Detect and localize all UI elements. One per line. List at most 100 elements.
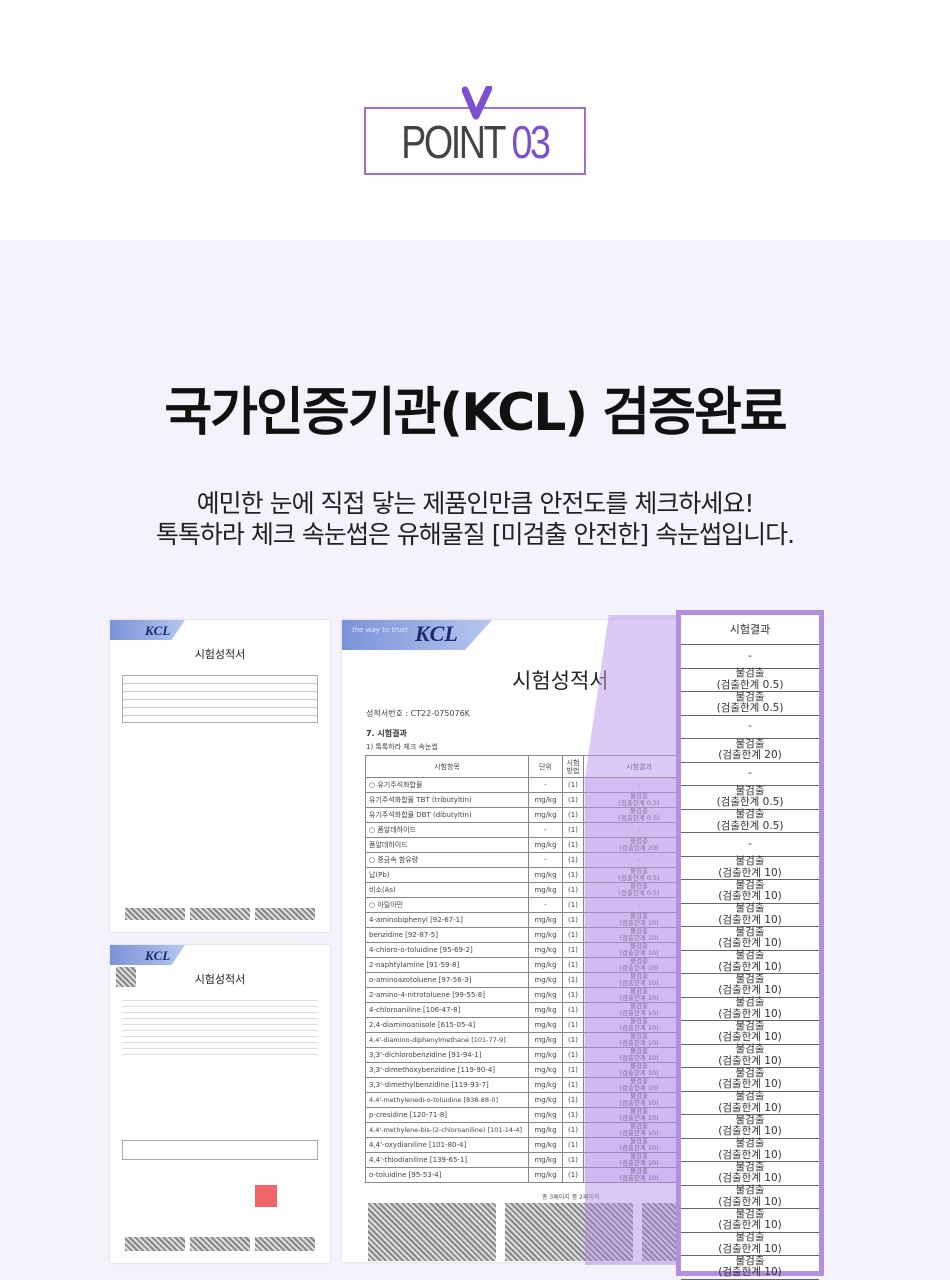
col-header: 단위 bbox=[528, 755, 563, 778]
kcl-logo: KCL bbox=[145, 948, 171, 963]
detection-limit: (검출한계 10) bbox=[718, 1172, 782, 1185]
unit: - bbox=[528, 822, 563, 838]
barcode bbox=[255, 908, 315, 920]
magnified-result-row: 불검출 (검출한계 10) bbox=[681, 855, 819, 880]
signature-table bbox=[122, 1140, 318, 1160]
unit: mg/kg bbox=[528, 837, 563, 853]
test-item: p-cresidine [120-71-8] bbox=[365, 1107, 529, 1123]
detection-limit: (검출한계 10) bbox=[718, 1101, 782, 1114]
magnified-result-row: 불검출 (검출한계 10) bbox=[681, 1254, 819, 1280]
test-item: 4,4'-diamino-diphenylmethane [101-77-9] bbox=[365, 1032, 529, 1048]
col-header: 시험항목 bbox=[365, 755, 529, 778]
result-value: 불검출 bbox=[735, 1207, 765, 1220]
result-value: 불검출 bbox=[735, 690, 765, 703]
method: (1) bbox=[562, 1002, 584, 1018]
method: (1) bbox=[562, 1077, 584, 1093]
subtitle-line: 예민한 눈에 직접 닿는 제품인만큼 안전도를 체크하세요! bbox=[196, 489, 755, 518]
detection-limit: (검출한계 0.5) bbox=[716, 819, 784, 832]
detection-limit: (검출한계 10) bbox=[718, 960, 782, 973]
info-lines bbox=[122, 995, 318, 1055]
result-value: 불검출 bbox=[735, 878, 765, 891]
result-value: 불검출 bbox=[735, 1160, 765, 1173]
test-item: 4,4'-methylenedi-o-toluidine [838-88-0] bbox=[365, 1092, 529, 1108]
test-item: 3,3'-dimethoxybenzidine [119-90-4] bbox=[365, 1062, 529, 1078]
test-item: 4,4'-methylene-bis-(2-chloroaniline) [10… bbox=[365, 1122, 529, 1138]
detection-limit: (검출한계 10) bbox=[718, 984, 782, 997]
result-value: 불검출 bbox=[735, 996, 765, 1009]
magnified-result-row: 불검출 (검출한계 0.5) bbox=[681, 784, 819, 810]
method: (1) bbox=[562, 987, 584, 1003]
detection-limit: (검출한계 10) bbox=[718, 1078, 782, 1091]
magnified-result-row: - bbox=[681, 763, 819, 786]
magnified-result-row: 불검출 (검출한계 0.5) bbox=[681, 809, 819, 833]
cert-number: 성적서번호 : CT22-075076K bbox=[366, 709, 470, 718]
method: (1) bbox=[562, 1062, 584, 1078]
result-value: 불검출 bbox=[735, 1043, 765, 1056]
magnified-result-row: 불검출 (검출한계 10) bbox=[681, 1232, 819, 1256]
barcode bbox=[125, 908, 185, 920]
page-footer: 총 3페이지 중 2페이지 bbox=[542, 1194, 600, 1201]
detection-limit: (검출한계 10) bbox=[718, 1219, 782, 1232]
magnified-result-row: 불검출 (검출한계 10) bbox=[681, 1020, 819, 1045]
subsection-heading: 1) 톡톡하라 체크 속눈썹 bbox=[366, 743, 438, 751]
detection-limit: (검출한계 10) bbox=[718, 1266, 782, 1279]
test-item: 2-amino-4-nitrotoluene [99-55-8] bbox=[365, 987, 529, 1003]
magnified-result-row: 불검출 (검출한계 10) bbox=[681, 1114, 819, 1139]
unit: mg/kg bbox=[528, 1032, 563, 1048]
test-item: ○ 유기주석화합물 bbox=[365, 777, 529, 793]
test-item: 3,3'-dimethylbenzidine [119-93-7] bbox=[365, 1077, 529, 1093]
method: (1) bbox=[562, 1092, 584, 1108]
test-item: o-aminoazotoluene [97-56-3] bbox=[365, 972, 529, 988]
method: (1) bbox=[562, 822, 584, 838]
results-table-thumb bbox=[122, 675, 318, 723]
method: (1) bbox=[562, 837, 584, 853]
magnified-result-row: 불검출 (검출한계 10) bbox=[681, 973, 819, 998]
detection-limit: (검출한계 10) bbox=[718, 1195, 782, 1208]
top-section: POINT 03 bbox=[0, 0, 950, 240]
detection-limit: (검출한계 10) bbox=[718, 866, 782, 879]
unit: mg/kg bbox=[528, 867, 563, 883]
magnified-result-row: 불검출 (검출한계 20) bbox=[681, 737, 819, 763]
test-item: o-toluidine [95-53-4] bbox=[365, 1167, 529, 1183]
result-value: 불검출 bbox=[735, 667, 765, 680]
unit: mg/kg bbox=[528, 792, 563, 808]
method: (1) bbox=[562, 882, 584, 898]
result-value: 불검출 bbox=[735, 902, 765, 915]
magnified-result-row: - bbox=[681, 645, 819, 669]
method: (1) bbox=[562, 792, 584, 808]
unit: mg/kg bbox=[528, 1047, 563, 1063]
barcode bbox=[190, 908, 250, 920]
magnified-result-row: 불검출 (검출한계 10) bbox=[681, 996, 819, 1021]
method: (1) bbox=[562, 942, 584, 958]
magnified-result-row: 불검출 (검출한계 10) bbox=[681, 1160, 819, 1186]
result-value: 불검출 bbox=[735, 737, 765, 750]
magnified-result-row: 불검출 (검출한계 10) bbox=[681, 878, 819, 904]
detection-limit: (검출한계 10) bbox=[718, 913, 782, 926]
result-value: - bbox=[748, 767, 752, 779]
result-value: 불검출 bbox=[735, 784, 765, 797]
unit: mg/kg bbox=[528, 1062, 563, 1078]
unit: mg/kg bbox=[528, 1122, 563, 1138]
test-item: ○ 아릴아민 bbox=[365, 897, 529, 913]
method: (1) bbox=[562, 912, 584, 928]
barcode bbox=[368, 1203, 496, 1261]
unit: - bbox=[528, 897, 563, 913]
result-value: 불검출 bbox=[735, 1066, 765, 1079]
result-value: 불검출 bbox=[735, 1137, 765, 1150]
result-value: 불검출 bbox=[735, 1254, 765, 1267]
unit: mg/kg bbox=[528, 957, 563, 973]
method: (1) bbox=[562, 777, 584, 793]
detection-limit: (검출한계 20) bbox=[718, 749, 782, 762]
barcode bbox=[125, 1237, 185, 1251]
unit: mg/kg bbox=[528, 1107, 563, 1123]
unit: mg/kg bbox=[528, 972, 563, 988]
detection-limit: (검출한계 10) bbox=[718, 1007, 782, 1020]
result-value: 불검출 bbox=[735, 855, 765, 868]
test-item: 4-chloro-o-toluidine [95-69-2] bbox=[365, 942, 529, 958]
magnified-result-row: 불검출 (검출한계 10) bbox=[681, 1043, 819, 1068]
result-value: - bbox=[748, 720, 752, 732]
result-value: - bbox=[748, 649, 752, 662]
unit: mg/kg bbox=[528, 927, 563, 943]
header-band bbox=[110, 620, 185, 640]
test-item: 4-aminobiphenyl [92-67-1] bbox=[365, 912, 529, 928]
